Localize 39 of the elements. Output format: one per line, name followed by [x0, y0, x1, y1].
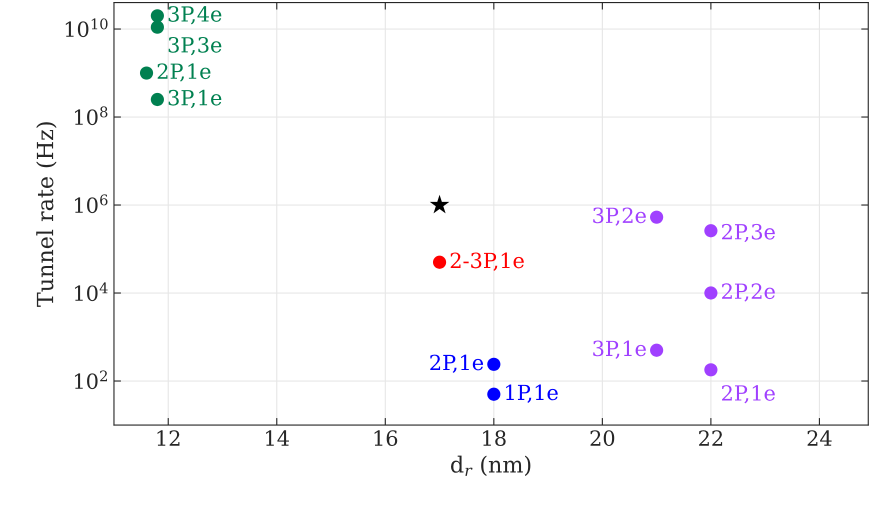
- point: [150, 9, 164, 22]
- point: [704, 286, 718, 300]
- annotation: 3P,2e: [593, 207, 646, 226]
- point: [487, 388, 500, 401]
- annotation: 3P,3e: [168, 36, 222, 56]
- annotation: 2-3P,1e: [450, 252, 524, 271]
- x-tick-label: 16: [374, 430, 398, 446]
- point: [650, 210, 664, 224]
- point: [430, 194, 450, 214]
- x-tick-label: 22: [699, 430, 722, 446]
- point: [150, 20, 164, 34]
- y-axis-title: Tunnel rate (Hz): [36, 122, 57, 307]
- annotation: 2P,2e: [722, 283, 775, 302]
- point: [150, 92, 164, 106]
- y-tick-label: 10$^{10}$: [66, 18, 108, 38]
- x-tick-label: 24: [808, 430, 832, 446]
- annotation: 3P,4e: [168, 6, 222, 24]
- annotation: 3P,1e: [168, 90, 222, 108]
- x-tick-label: 20: [590, 430, 614, 446]
- point: [140, 66, 154, 80]
- y-tick-label: 10$^{2}$: [74, 370, 107, 390]
- x-axis-title: d$_{r}$ (nm): [451, 456, 530, 476]
- annotation: 2P,1e: [158, 63, 210, 82]
- annotation: 1P,1e: [506, 384, 558, 403]
- y-tick-label: 10$^{4}$: [74, 282, 108, 302]
- x-tick-label: 18: [483, 430, 506, 446]
- x-tick-label: 14: [266, 430, 289, 446]
- y-tick-label: 10$^{8}$: [74, 106, 108, 126]
- y-tick-label: 10$^{6}$: [74, 194, 108, 214]
- point: [432, 256, 446, 269]
- annotation: 3P,1e: [593, 340, 646, 359]
- annotation: 2P,3e: [722, 224, 775, 242]
- point: [704, 363, 718, 376]
- point: [650, 344, 664, 357]
- point: [487, 358, 500, 371]
- annotation: 2P,1e: [722, 385, 775, 404]
- point: [704, 224, 718, 238]
- annotation: 2P,1e: [430, 354, 484, 373]
- x-tick-label: 12: [158, 430, 180, 446]
